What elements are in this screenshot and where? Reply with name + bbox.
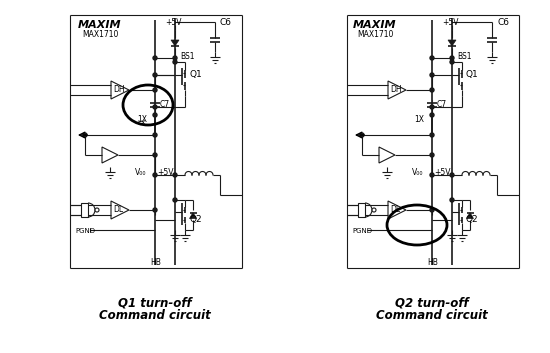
Text: Q2: Q2 bbox=[466, 215, 478, 224]
Polygon shape bbox=[111, 201, 129, 219]
Text: MAXIM: MAXIM bbox=[78, 20, 122, 30]
Circle shape bbox=[173, 60, 177, 64]
Text: HB: HB bbox=[427, 258, 438, 267]
Text: HB: HB bbox=[150, 258, 161, 267]
Circle shape bbox=[430, 173, 434, 177]
Text: C6: C6 bbox=[220, 18, 232, 27]
Polygon shape bbox=[111, 81, 129, 99]
Circle shape bbox=[153, 113, 157, 117]
Text: Q2: Q2 bbox=[189, 215, 202, 224]
Circle shape bbox=[153, 133, 157, 137]
Text: DH: DH bbox=[390, 85, 402, 94]
Polygon shape bbox=[379, 147, 395, 163]
Text: C7: C7 bbox=[437, 100, 447, 109]
Text: +5V: +5V bbox=[442, 18, 459, 27]
Polygon shape bbox=[190, 213, 196, 219]
Circle shape bbox=[153, 173, 157, 177]
Text: DH: DH bbox=[113, 85, 125, 94]
Circle shape bbox=[430, 105, 434, 109]
Circle shape bbox=[430, 133, 434, 137]
Circle shape bbox=[450, 56, 454, 60]
Circle shape bbox=[430, 56, 434, 60]
Text: BS1: BS1 bbox=[457, 52, 471, 61]
Text: MAX1710: MAX1710 bbox=[82, 30, 118, 39]
Text: V₀₀: V₀₀ bbox=[412, 168, 424, 177]
Circle shape bbox=[430, 73, 434, 77]
Text: +5V: +5V bbox=[157, 168, 173, 177]
Text: Command circuit: Command circuit bbox=[99, 309, 211, 322]
Circle shape bbox=[450, 60, 454, 64]
Circle shape bbox=[153, 88, 157, 92]
Polygon shape bbox=[81, 203, 88, 217]
Text: PGND: PGND bbox=[75, 228, 95, 234]
Text: DL: DL bbox=[113, 205, 123, 214]
Text: Q1 turn-off: Q1 turn-off bbox=[118, 297, 192, 310]
Circle shape bbox=[450, 198, 454, 202]
Text: 1X: 1X bbox=[137, 115, 147, 124]
Circle shape bbox=[372, 208, 376, 212]
Polygon shape bbox=[358, 203, 365, 217]
Circle shape bbox=[430, 88, 434, 92]
Text: Q2 turn-off: Q2 turn-off bbox=[395, 297, 469, 310]
Circle shape bbox=[430, 113, 434, 117]
Polygon shape bbox=[388, 81, 406, 99]
Text: Q1: Q1 bbox=[189, 70, 202, 79]
Circle shape bbox=[360, 133, 364, 137]
Circle shape bbox=[173, 173, 177, 177]
Text: C7: C7 bbox=[160, 100, 170, 109]
Text: LX: LX bbox=[137, 120, 146, 126]
Text: BS1: BS1 bbox=[180, 52, 195, 61]
Text: Q1: Q1 bbox=[466, 70, 478, 79]
Circle shape bbox=[430, 153, 434, 157]
Text: MAXIM: MAXIM bbox=[353, 20, 397, 30]
Text: Command circuit: Command circuit bbox=[376, 309, 488, 322]
Circle shape bbox=[173, 198, 177, 202]
Circle shape bbox=[173, 56, 177, 60]
Polygon shape bbox=[102, 147, 118, 163]
Text: DL: DL bbox=[390, 205, 400, 214]
Polygon shape bbox=[388, 201, 406, 219]
Polygon shape bbox=[171, 40, 179, 46]
Polygon shape bbox=[448, 40, 456, 46]
Text: +5V: +5V bbox=[165, 18, 182, 27]
Text: +5V: +5V bbox=[434, 168, 450, 177]
Text: PGND: PGND bbox=[352, 228, 372, 234]
Circle shape bbox=[153, 56, 157, 60]
Circle shape bbox=[153, 73, 157, 77]
Text: 1X: 1X bbox=[414, 115, 424, 124]
Circle shape bbox=[83, 133, 87, 137]
Text: C6: C6 bbox=[497, 18, 509, 27]
Text: MAX1710: MAX1710 bbox=[357, 30, 393, 39]
Circle shape bbox=[95, 208, 99, 212]
Circle shape bbox=[153, 208, 157, 212]
Text: V₀₀: V₀₀ bbox=[135, 168, 146, 177]
Circle shape bbox=[153, 153, 157, 157]
Circle shape bbox=[153, 105, 157, 109]
Polygon shape bbox=[466, 213, 474, 219]
Circle shape bbox=[450, 173, 454, 177]
Circle shape bbox=[430, 208, 434, 212]
